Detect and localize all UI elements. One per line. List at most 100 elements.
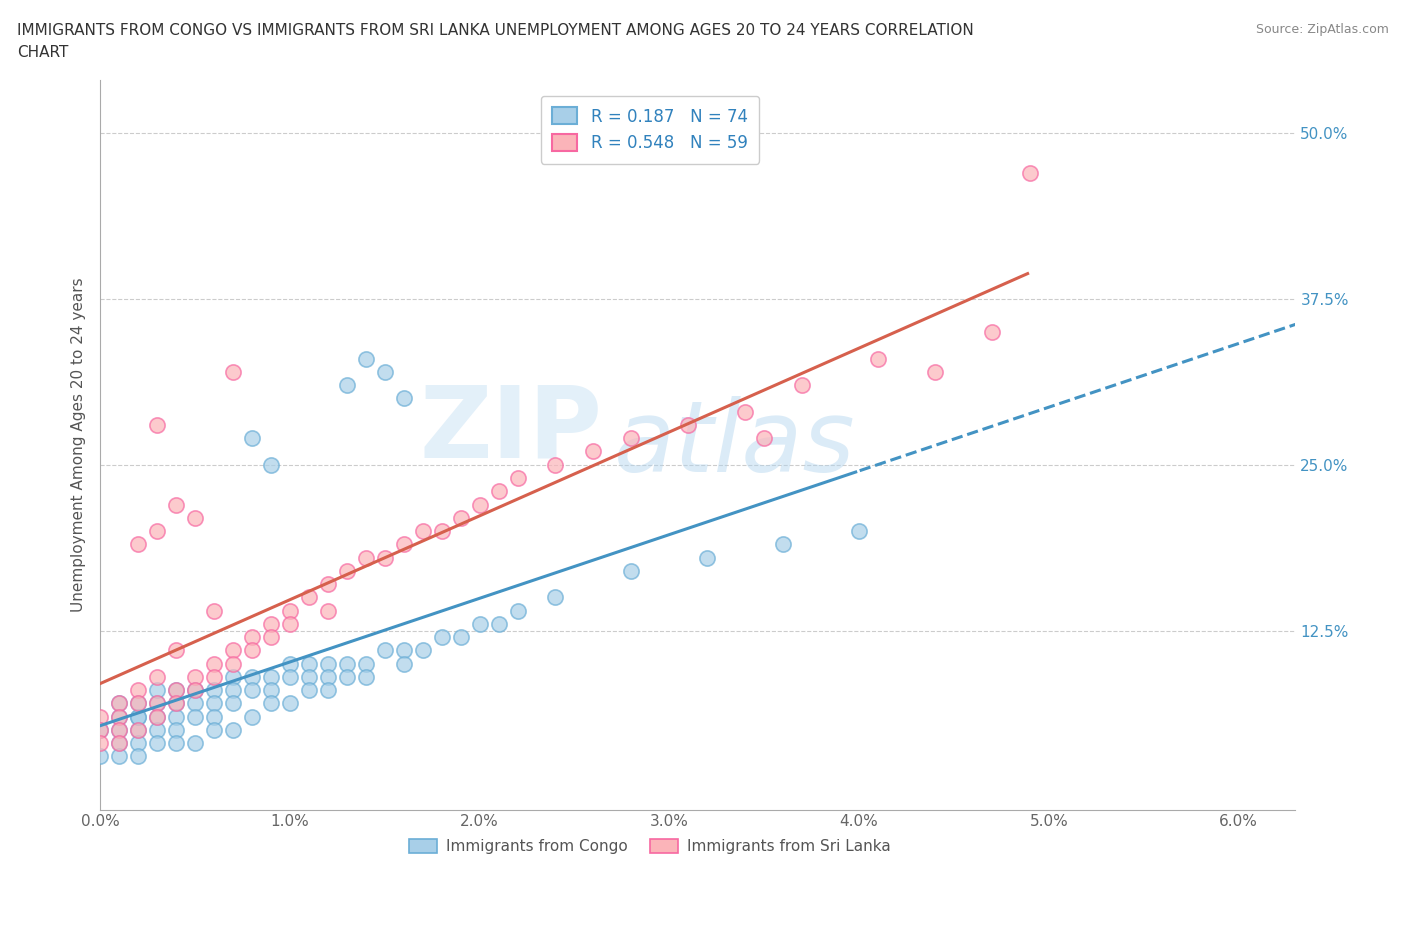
Point: [316, 577, 339, 591]
Point: [430, 524, 453, 538]
Point: [127, 696, 149, 711]
Point: [316, 670, 339, 684]
Point: [392, 657, 415, 671]
Point: [488, 617, 510, 631]
Point: [412, 643, 434, 658]
Point: [316, 604, 339, 618]
Point: [468, 497, 491, 512]
Point: [222, 643, 245, 658]
Point: [202, 683, 225, 698]
Point: [127, 723, 149, 737]
Point: [146, 524, 169, 538]
Point: [260, 458, 283, 472]
Point: [240, 670, 263, 684]
Point: [336, 657, 359, 671]
Point: [620, 431, 643, 445]
Point: [754, 431, 776, 445]
Point: [202, 657, 225, 671]
Point: [108, 723, 131, 737]
Point: [202, 723, 225, 737]
Point: [184, 736, 207, 751]
Point: [202, 670, 225, 684]
Point: [924, 365, 946, 379]
Point: [184, 670, 207, 684]
Point: [298, 683, 321, 698]
Point: [582, 444, 605, 458]
Point: [108, 749, 131, 764]
Point: [298, 657, 321, 671]
Point: [146, 683, 169, 698]
Point: [127, 696, 149, 711]
Point: [278, 617, 301, 631]
Point: [127, 537, 149, 551]
Point: [506, 471, 529, 485]
Point: [1018, 166, 1040, 180]
Point: [392, 391, 415, 405]
Point: [354, 352, 377, 366]
Point: [165, 683, 187, 698]
Legend: Immigrants from Congo, Immigrants from Sri Lanka: Immigrants from Congo, Immigrants from S…: [404, 832, 897, 860]
Point: [260, 670, 283, 684]
Point: [127, 683, 149, 698]
Point: [336, 670, 359, 684]
Point: [866, 352, 889, 366]
Point: [792, 378, 814, 392]
Point: [354, 551, 377, 565]
Point: [222, 657, 245, 671]
Point: [146, 710, 169, 724]
Point: [165, 696, 187, 711]
Point: [146, 418, 169, 432]
Point: [202, 604, 225, 618]
Point: [108, 696, 131, 711]
Point: [260, 630, 283, 644]
Point: [848, 524, 870, 538]
Point: [184, 511, 207, 525]
Point: [146, 696, 169, 711]
Point: [450, 630, 472, 644]
Point: [89, 736, 111, 751]
Point: [184, 683, 207, 698]
Point: [678, 418, 700, 432]
Point: [89, 723, 111, 737]
Point: [374, 643, 396, 658]
Point: [127, 710, 149, 724]
Point: [544, 458, 567, 472]
Point: [260, 683, 283, 698]
Point: [89, 710, 111, 724]
Point: [127, 749, 149, 764]
Point: [165, 643, 187, 658]
Point: [450, 511, 472, 525]
Point: [278, 696, 301, 711]
Point: [146, 710, 169, 724]
Text: Source: ZipAtlas.com: Source: ZipAtlas.com: [1256, 23, 1389, 36]
Point: [392, 537, 415, 551]
Point: [506, 604, 529, 618]
Point: [108, 736, 131, 751]
Point: [544, 590, 567, 604]
Point: [165, 683, 187, 698]
Point: [222, 670, 245, 684]
Point: [184, 696, 207, 711]
Point: [240, 630, 263, 644]
Point: [146, 696, 169, 711]
Point: [772, 537, 794, 551]
Point: [278, 657, 301, 671]
Point: [202, 696, 225, 711]
Point: [240, 683, 263, 698]
Point: [165, 497, 187, 512]
Point: [696, 551, 718, 565]
Text: CHART: CHART: [17, 45, 69, 60]
Point: [108, 710, 131, 724]
Point: [146, 736, 169, 751]
Point: [298, 590, 321, 604]
Point: [260, 696, 283, 711]
Point: [316, 657, 339, 671]
Point: [430, 630, 453, 644]
Point: [222, 683, 245, 698]
Point: [278, 670, 301, 684]
Point: [165, 723, 187, 737]
Point: [374, 365, 396, 379]
Text: atlas: atlas: [614, 396, 856, 493]
Point: [127, 736, 149, 751]
Point: [316, 683, 339, 698]
